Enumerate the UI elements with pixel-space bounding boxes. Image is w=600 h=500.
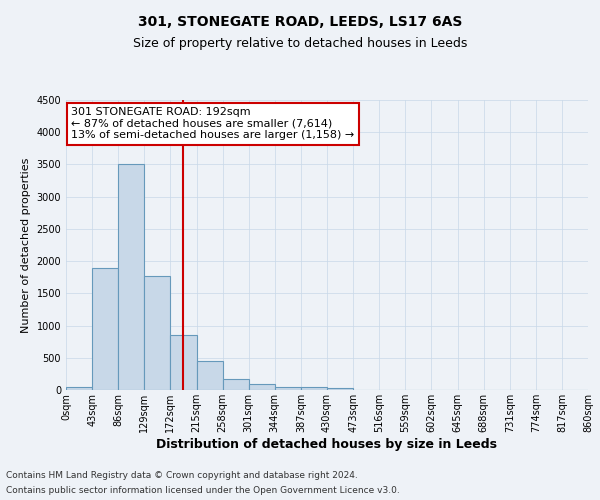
Text: Size of property relative to detached houses in Leeds: Size of property relative to detached ho…	[133, 38, 467, 51]
Bar	[327, 388, 353, 390]
Bar	[301, 388, 327, 390]
Text: Contains HM Land Registry data © Crown copyright and database right 2024.: Contains HM Land Registry data © Crown c…	[6, 471, 358, 480]
Text: Contains public sector information licensed under the Open Government Licence v3: Contains public sector information licen…	[6, 486, 400, 495]
Bar	[275, 387, 301, 390]
Bar	[145, 276, 170, 390]
Bar	[223, 378, 249, 390]
X-axis label: Distribution of detached houses by size in Leeds: Distribution of detached houses by size …	[157, 438, 497, 450]
Bar	[118, 164, 145, 390]
Bar	[66, 387, 92, 390]
Text: 301 STONEGATE ROAD: 192sqm
← 87% of detached houses are smaller (7,614)
13% of s: 301 STONEGATE ROAD: 192sqm ← 87% of deta…	[71, 108, 355, 140]
Text: 301, STONEGATE ROAD, LEEDS, LS17 6AS: 301, STONEGATE ROAD, LEEDS, LS17 6AS	[138, 15, 462, 29]
Bar	[249, 384, 275, 390]
Bar	[170, 335, 197, 390]
Bar	[197, 361, 223, 390]
Y-axis label: Number of detached properties: Number of detached properties	[21, 158, 31, 332]
Bar	[92, 268, 118, 390]
